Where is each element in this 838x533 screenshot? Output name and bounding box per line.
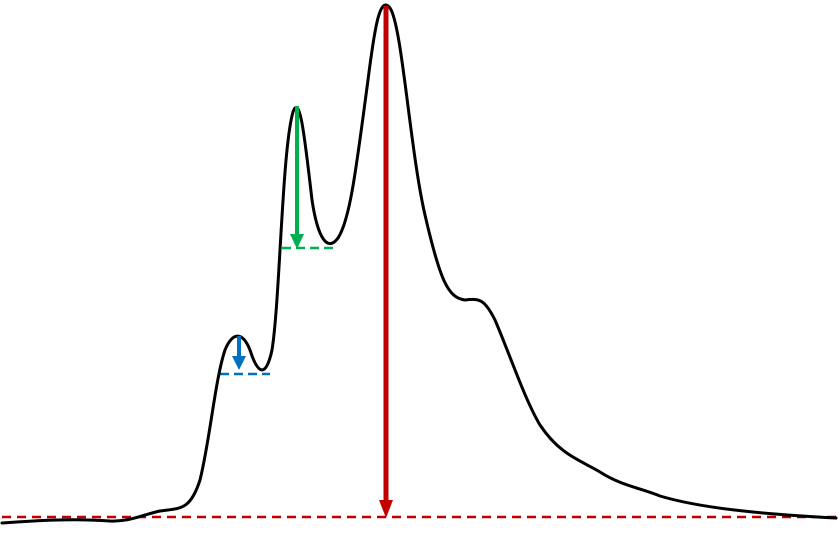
shoulder-peak-prominence-arrow bbox=[232, 336, 246, 370]
main-peak-prominence-arrow bbox=[379, 6, 393, 518]
second-peak-prominence-arrow bbox=[290, 106, 304, 249]
signal-curve bbox=[0, 3, 838, 525]
